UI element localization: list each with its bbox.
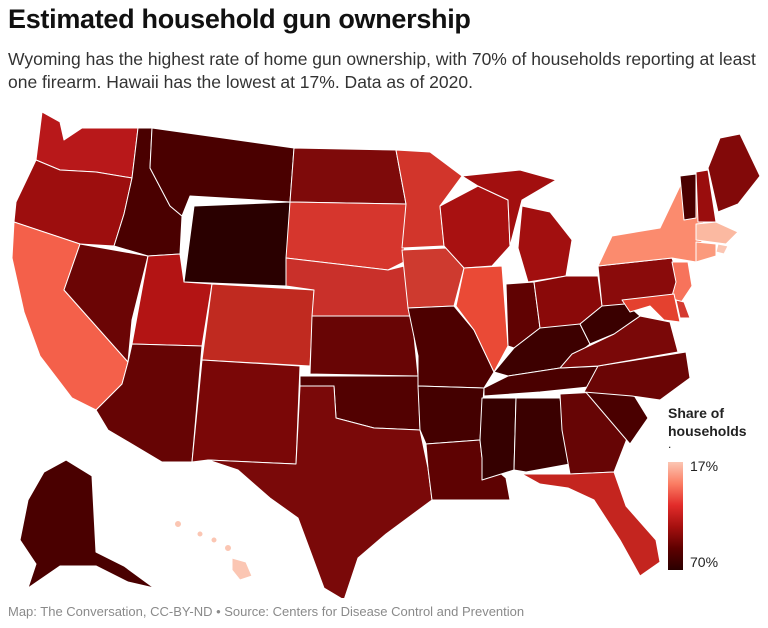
legend-min-label: 17%: [690, 458, 719, 474]
state-MS[interactable]: [479, 397, 517, 481]
state-KS[interactable]: [309, 315, 419, 377]
state-FL[interactable]: [521, 471, 661, 577]
state-HI-island-4[interactable]: [224, 544, 232, 552]
state-SD[interactable]: [285, 201, 407, 271]
state-HI-island-2[interactable]: [196, 530, 204, 538]
state-RI[interactable]: [715, 243, 729, 255]
source-note: Map: The Conversation, CC-BY-ND • Source…: [8, 604, 525, 619]
map-subtitle: Wyoming has the highest rate of home gun…: [8, 49, 756, 92]
state-MD[interactable]: [621, 293, 681, 323]
legend: Share of households . 17% 70%: [668, 404, 764, 570]
legend-max-label: 70%: [690, 554, 719, 570]
state-CT[interactable]: [695, 241, 717, 263]
map-title: Estimated household gun ownership: [8, 4, 471, 34]
state-CO[interactable]: [201, 283, 315, 367]
state-AR[interactable]: [417, 385, 485, 445]
us-choropleth-map: [11, 111, 761, 598]
state-AK[interactable]: [19, 459, 155, 589]
state-MO[interactable]: [407, 305, 495, 389]
state-IA[interactable]: [401, 247, 465, 309]
legend-title: Share of households: [668, 405, 747, 439]
legend-color-bar: [668, 462, 683, 570]
state-MA[interactable]: [695, 221, 739, 245]
state-MI-lower[interactable]: [517, 205, 573, 283]
state-NV[interactable]: [63, 243, 149, 363]
state-WY[interactable]: [183, 201, 291, 287]
state-VT[interactable]: [679, 173, 697, 221]
state-DE[interactable]: [675, 299, 691, 319]
state-NC[interactable]: [583, 351, 691, 401]
legend-dot: .: [668, 437, 672, 451]
state-ND[interactable]: [289, 147, 407, 205]
state-ME[interactable]: [707, 133, 761, 213]
state-AZ[interactable]: [95, 343, 203, 463]
state-HI-island-3[interactable]: [210, 536, 218, 544]
state-HI[interactable]: [231, 557, 253, 581]
state-HI-island-1[interactable]: [174, 520, 182, 528]
state-TX[interactable]: [207, 385, 433, 598]
state-AL[interactable]: [513, 397, 571, 473]
state-MI[interactable]: [461, 169, 557, 247]
state-NM[interactable]: [191, 359, 301, 465]
